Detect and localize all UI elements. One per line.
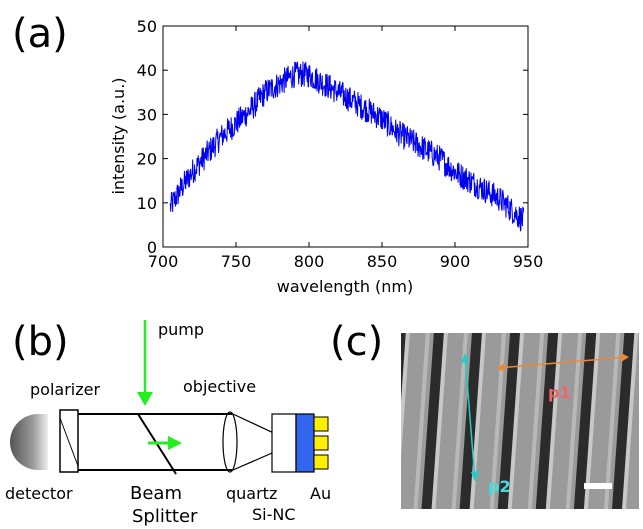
sem-background bbox=[401, 333, 639, 509]
p2-arrow-head-top bbox=[461, 353, 469, 363]
p1-arrow bbox=[496, 356, 629, 369]
p2-label: p2 bbox=[488, 477, 511, 496]
setup-diagram: pump polarizer objective detector Beam S… bbox=[5, 320, 331, 527]
x-tick-label: 700 bbox=[148, 252, 179, 271]
panel-b-label: (b) bbox=[12, 319, 69, 365]
x-tick-label: 850 bbox=[367, 252, 398, 271]
sinc-layer bbox=[295, 413, 315, 473]
x-tick-label: 900 bbox=[440, 252, 471, 271]
p2-arrow bbox=[464, 354, 476, 481]
pump-label: pump bbox=[158, 320, 204, 339]
plot-area-frame bbox=[162, 25, 529, 248]
x-tick-label: 950 bbox=[513, 252, 544, 271]
green-arrow-head bbox=[168, 436, 182, 450]
au-label: Au bbox=[310, 484, 331, 503]
beam-label: Beam bbox=[130, 483, 182, 504]
p2-arrow-head-bottom bbox=[471, 471, 479, 482]
objective-lens bbox=[222, 411, 238, 473]
pump-arrow-head bbox=[137, 392, 153, 406]
y-tick-label: 30 bbox=[137, 105, 157, 124]
y-tick-label: 50 bbox=[137, 17, 157, 36]
series-line-intensity bbox=[169, 61, 525, 232]
sinc-label: Si-NC bbox=[252, 505, 296, 524]
au-pad-1 bbox=[313, 416, 329, 432]
panel-a-label: (a) bbox=[12, 11, 68, 57]
sem-image: p1 p2 bbox=[401, 333, 639, 509]
p1-arrow-head-right bbox=[621, 353, 629, 362]
polarizer-slash bbox=[59, 417, 79, 467]
panel-c-label: (c) bbox=[330, 319, 384, 365]
spectrum-chart: 700 750 800 850 900 950 0 10 20 30 40 50 wavelengt… bbox=[109, 17, 543, 296]
y-tick-label: 0 bbox=[147, 238, 157, 257]
p1-arrow-head-left bbox=[497, 363, 505, 372]
au-pad-2 bbox=[313, 435, 329, 451]
x-tick-label: 800 bbox=[294, 252, 325, 271]
y-axis-label: intensity (a.u.) bbox=[109, 77, 128, 194]
y-tick-label: 40 bbox=[137, 61, 157, 80]
splitter-label: Splitter bbox=[132, 506, 198, 527]
objective-label: objective bbox=[183, 377, 256, 396]
scale-bar bbox=[584, 483, 612, 489]
polarizer-label: polarizer bbox=[30, 380, 100, 399]
x-axis-label: wavelength (nm) bbox=[277, 277, 414, 296]
polarizer-element bbox=[59, 409, 79, 473]
detector-label: detector bbox=[5, 484, 73, 503]
au-pad-3 bbox=[313, 454, 329, 470]
detector-icon bbox=[9, 414, 48, 470]
p1-label: p1 bbox=[548, 383, 571, 402]
quartz-label: quartz bbox=[226, 484, 277, 503]
quartz-substrate bbox=[271, 413, 297, 473]
y-tick-label: 20 bbox=[137, 150, 157, 169]
y-tick-label: 10 bbox=[137, 194, 157, 213]
x-tick-label: 750 bbox=[221, 252, 252, 271]
